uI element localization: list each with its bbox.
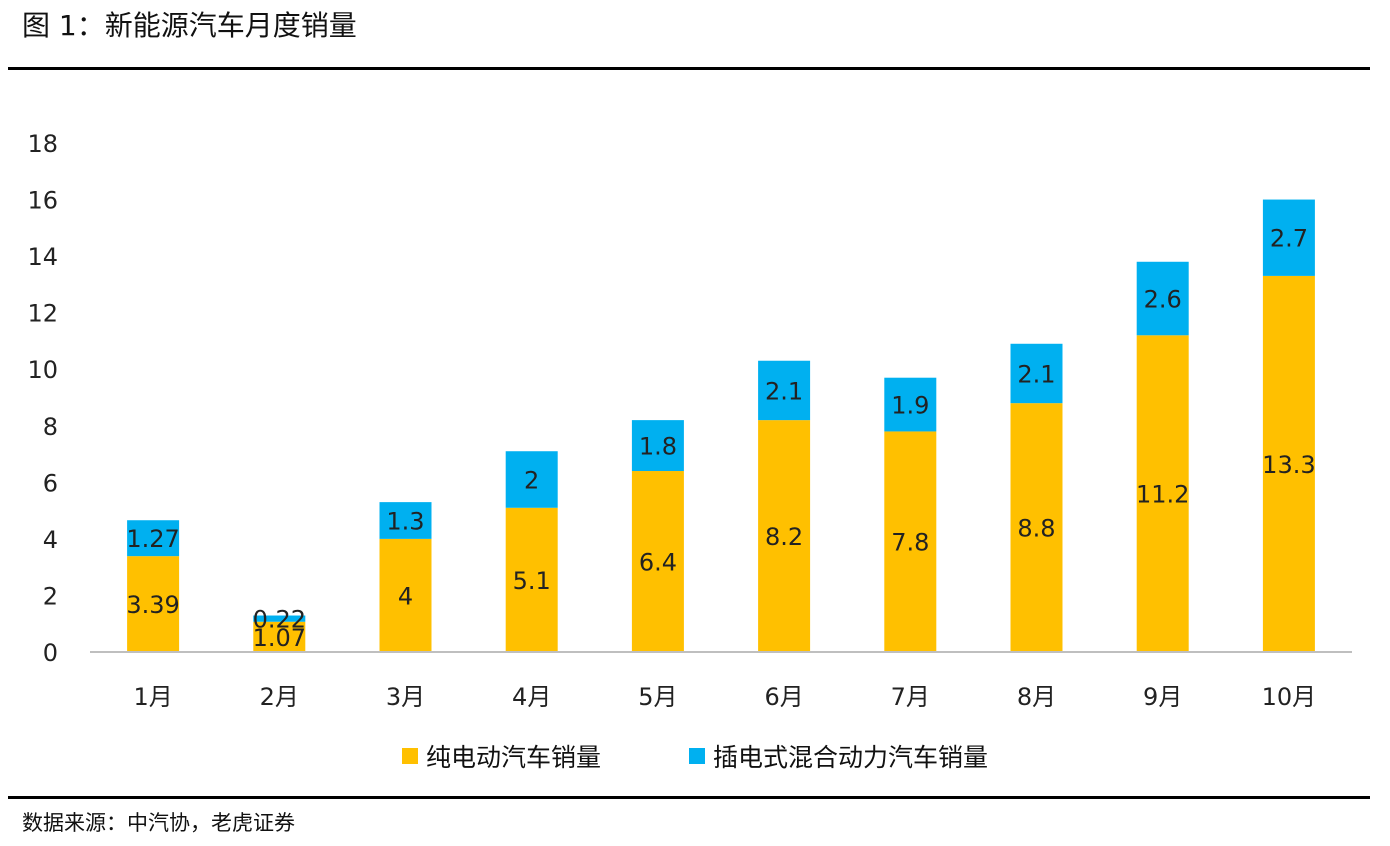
bar-bev [884, 431, 937, 652]
x-category-label: 3月 [386, 683, 425, 711]
bar-phev [1136, 261, 1189, 336]
bar-bev [505, 507, 558, 652]
data-label-phev: 2 [524, 467, 539, 495]
data-label-phev: 1.27 [126, 525, 179, 553]
bar-bev [1262, 275, 1315, 652]
bar-phev [1262, 199, 1315, 276]
data-label-bev: 8.8 [1017, 515, 1055, 543]
bar-bev [1136, 335, 1189, 652]
data-label-phev: 0.22 [253, 606, 306, 634]
y-tick-label: 0 [43, 639, 58, 667]
x-category-label: 1月 [133, 683, 172, 711]
y-tick-label: 6 [43, 469, 58, 497]
y-tick-label: 8 [43, 413, 58, 441]
bar-bev [1010, 403, 1063, 652]
bar-phev [505, 451, 558, 508]
bar-phev [1010, 343, 1063, 404]
data-label-bev: 8.2 [765, 523, 803, 551]
data-label-bev: 3.39 [126, 591, 179, 619]
bar-bev [127, 556, 180, 652]
data-label-phev: 1.8 [639, 433, 677, 461]
data-label-bev: 7.8 [891, 529, 929, 557]
top-rule [8, 67, 1370, 70]
chart-title: 图 1：新能源汽车月度销量 [22, 9, 357, 42]
legend-label-bev: 纯电动汽车销量 [425, 743, 601, 772]
data-label-bev: 13.3 [1262, 451, 1315, 479]
y-tick-label: 14 [27, 243, 58, 271]
bar-bev [631, 471, 684, 652]
data-label-phev: 1.9 [891, 392, 929, 420]
legend-label-phev: 插电式混合动力汽车销量 [713, 743, 989, 772]
y-tick-label: 2 [43, 582, 58, 610]
bottom-rule [8, 796, 1370, 799]
x-category-label: 10月 [1262, 683, 1317, 711]
data-label-phev: 2.1 [765, 377, 803, 405]
legend: 纯电动汽车销量 插电式混合动力汽车销量 [0, 738, 1390, 774]
bar-bev [758, 420, 811, 652]
y-tick-label: 4 [43, 526, 58, 554]
legend-item-bev: 纯电动汽车销量 [401, 738, 601, 774]
data-label-bev: 4 [398, 582, 413, 610]
data-label-phev: 2.6 [1144, 286, 1182, 314]
bar-bev [253, 621, 306, 652]
bar-phev [253, 615, 306, 622]
bar-bev [379, 538, 432, 652]
bar-phev [884, 377, 937, 432]
y-tick-label: 10 [27, 356, 58, 384]
bar-phev [631, 420, 684, 472]
x-category-label: 8月 [1017, 683, 1056, 711]
x-category-label: 6月 [764, 683, 803, 711]
data-source: 数据来源：中汽协，老虎证券 [22, 811, 295, 835]
data-label-phev: 1.3 [386, 508, 424, 536]
y-tick-label: 16 [27, 187, 58, 215]
data-label-phev: 2.1 [1017, 360, 1055, 388]
y-tick-label: 12 [27, 300, 58, 328]
x-category-label: 5月 [638, 683, 677, 711]
data-label-bev: 6.4 [639, 549, 677, 577]
data-label-bev: 11.2 [1136, 481, 1189, 509]
legend-item-phev: 插电式混合动力汽车销量 [689, 738, 988, 774]
data-label-bev: 5.1 [513, 567, 551, 595]
data-label-bev: 1.07 [253, 624, 306, 652]
bar-phev [758, 360, 811, 421]
data-label-phev: 2.7 [1270, 225, 1308, 253]
y-tick-label: 18 [27, 130, 58, 158]
x-category-label: 7月 [891, 683, 930, 711]
x-category-label: 4月 [512, 683, 551, 711]
x-category-label: 9月 [1143, 683, 1182, 711]
bar-phev [379, 502, 432, 539]
x-category-label: 2月 [260, 683, 299, 711]
legend-swatch-bev [401, 748, 418, 764]
legend-swatch-phev [689, 748, 705, 764]
bar-phev [127, 520, 180, 557]
